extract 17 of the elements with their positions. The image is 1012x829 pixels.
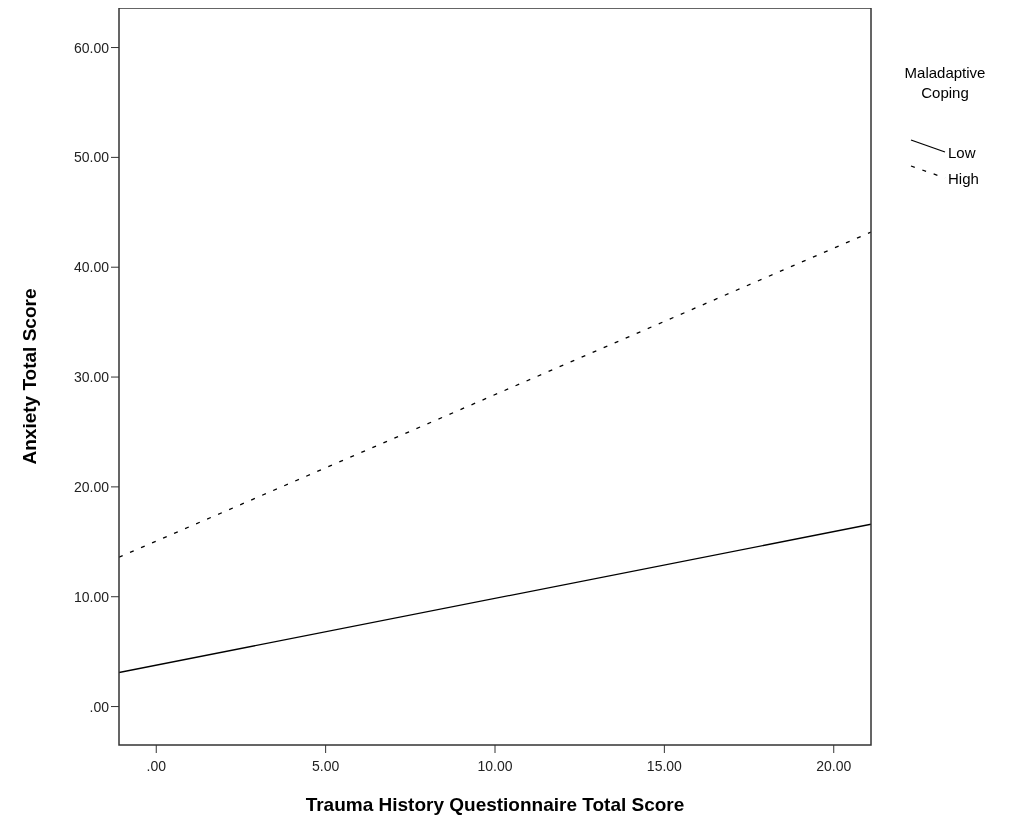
y-tick-label: 50.00: [73, 149, 110, 166]
x-tick-label: 10.00: [477, 758, 513, 774]
y-tick-label: .00: [89, 698, 110, 715]
x-tick-label: 5.00: [312, 758, 340, 774]
legend-label: Low: [948, 144, 976, 161]
x-axis-title: Trauma History Questionnaire Total Score: [305, 794, 685, 815]
x-tick-label: 15.00: [646, 758, 683, 774]
legend-label: High: [948, 170, 979, 187]
legend-title: Maladaptive Coping: [904, 64, 986, 101]
x-tick-label: .00: [146, 758, 167, 774]
y-tick-label: 30.00: [73, 369, 110, 386]
y-tick-label: 20.00: [73, 478, 110, 495]
x-tick-label: 20.00: [816, 758, 852, 774]
y-tick-label: 10.00: [73, 588, 110, 605]
y-tick-label: 60.00: [73, 39, 110, 56]
y-axis-title: Anxiety Total Score: [19, 288, 40, 465]
y-tick-label: 40.00: [73, 259, 110, 276]
